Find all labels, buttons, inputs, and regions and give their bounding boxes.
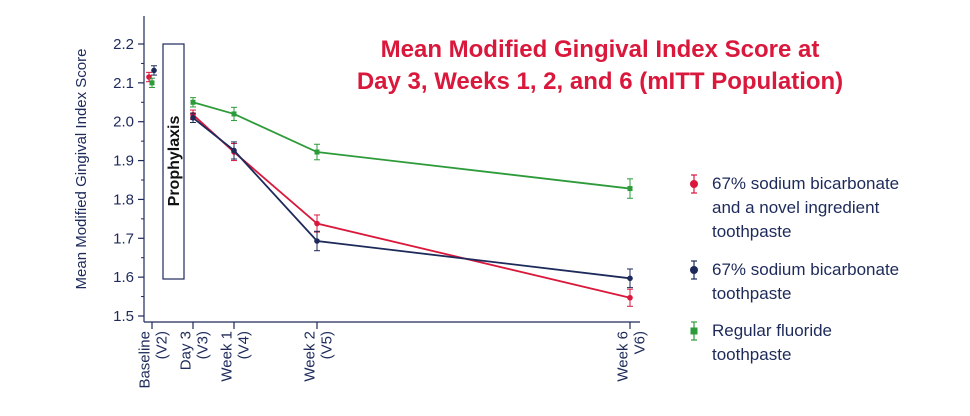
legend-marker-bicarbonate xyxy=(690,260,698,280)
legend-marker-novel xyxy=(690,174,698,194)
data-point-fluoride xyxy=(190,99,196,105)
series-line-fluoride xyxy=(192,101,631,190)
y-tick-label: 2.0 xyxy=(113,114,134,131)
x-tick-label: (V3) xyxy=(195,331,212,359)
x-tick-label: Day 3 xyxy=(178,331,195,370)
data-point-fluoride xyxy=(627,186,633,192)
y-tick-label: 1.7 xyxy=(113,230,134,247)
data-point-novel xyxy=(314,220,320,227)
baseline-point-novel xyxy=(146,74,152,80)
series-line-bicarbonate xyxy=(192,117,631,280)
prophylaxis-box xyxy=(162,43,185,280)
data-point-bicarbonate xyxy=(314,238,320,244)
data-point-bicarbonate xyxy=(231,147,237,154)
x-tick-label: Baseline xyxy=(137,331,154,389)
x-tick-label: (V2) xyxy=(154,331,171,359)
legend-label-bicarbonate: 67% sodium bicarbonate toothpaste xyxy=(712,260,900,303)
prophylaxis-label: Prophylaxis xyxy=(166,116,183,207)
y-tick-label: 1.9 xyxy=(113,153,134,170)
baseline-point-fluoride xyxy=(149,80,155,86)
legend-marker-fluoride xyxy=(690,321,698,341)
data-point-bicarbonate xyxy=(627,275,633,282)
data-point-novel xyxy=(627,294,633,301)
y-tick-label: 1.6 xyxy=(113,269,134,286)
chart-title: Mean Modified Gingival Index Score at Da… xyxy=(300,34,900,98)
x-tick-label: (V4) xyxy=(236,331,253,359)
chart-title-line-2: Day 3, Weeks 1, 2, and 6 (mITT Populatio… xyxy=(356,68,844,95)
y-tick-label: 2.2 xyxy=(113,36,134,53)
y-tick-label: 1.5 xyxy=(113,308,134,325)
baseline-point-bicarbonate xyxy=(151,67,157,74)
data-point-bicarbonate xyxy=(190,115,196,121)
y-tick-label: 2.1 xyxy=(113,75,134,92)
data-point-fluoride xyxy=(314,149,320,155)
legend-label-fluoride: Regular fluoride toothpaste xyxy=(712,321,833,364)
x-tick-label: Week 2 xyxy=(302,331,319,382)
x-tick-label: (V5) xyxy=(319,331,336,359)
x-tick-label: V6) xyxy=(632,331,649,354)
x-tick-label: Week 1 xyxy=(219,331,236,382)
data-point-fluoride xyxy=(231,111,237,117)
y-tick-label: 1.8 xyxy=(113,191,134,208)
legend-label-novel: 67% sodium bicarbonate and a novel ingre… xyxy=(712,174,900,241)
chart-title-line-1: Mean Modified Gingival Index Score at xyxy=(380,36,820,63)
y-axis-label: Mean Modified Gingival Index Score xyxy=(73,49,90,290)
x-tick-label: Week 6 xyxy=(615,331,632,382)
